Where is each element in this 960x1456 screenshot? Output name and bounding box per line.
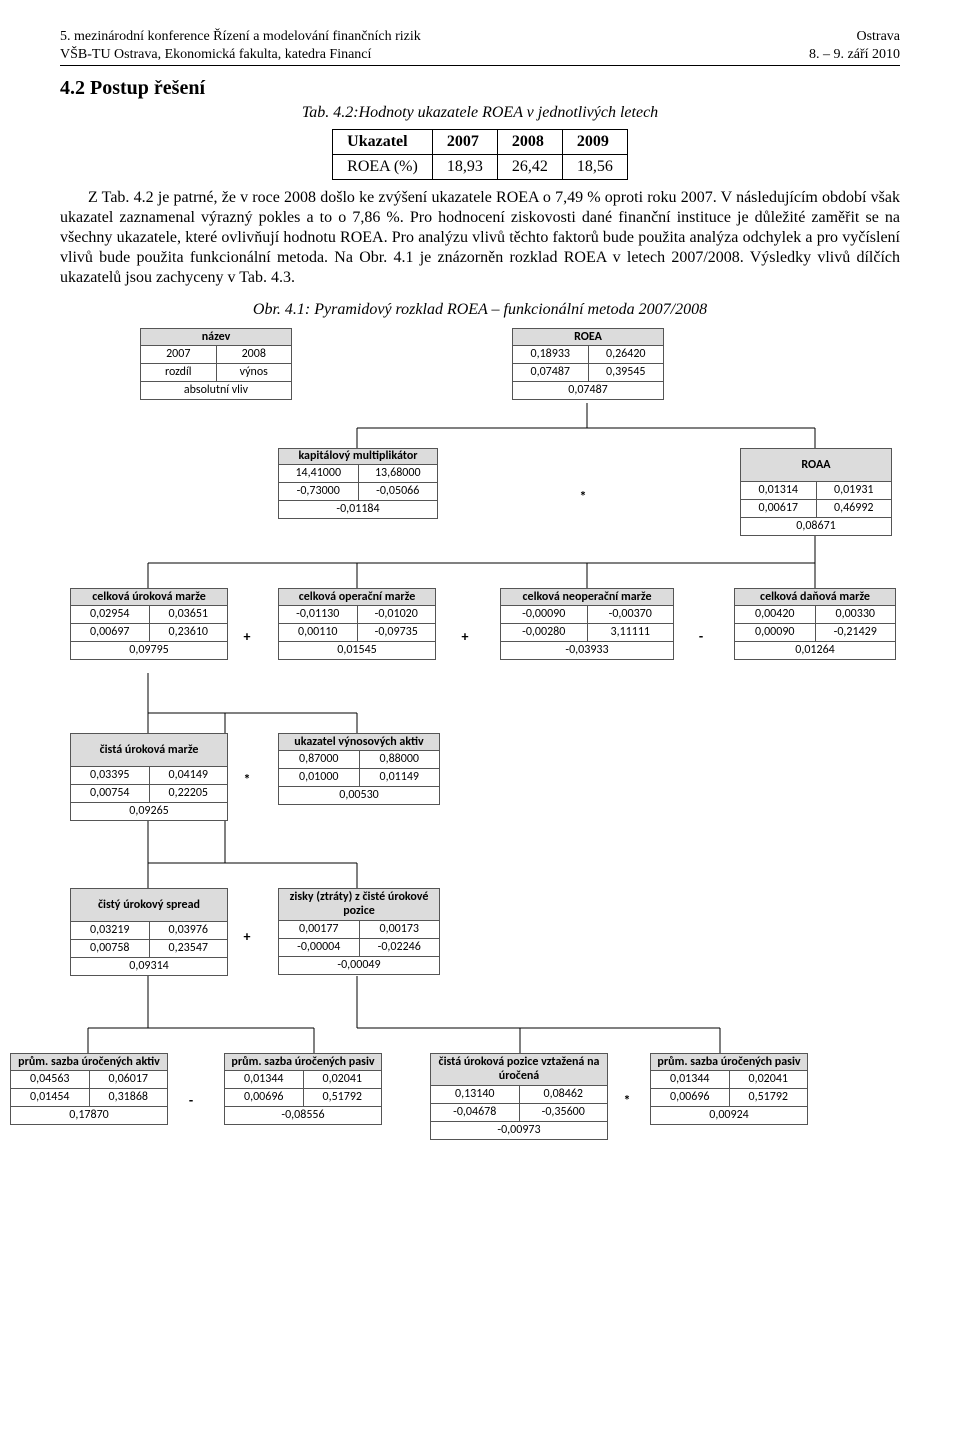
box-prum-sazba-pasiv-2: prům. sazba úročených pasiv 0,013440,020… bbox=[650, 1053, 808, 1125]
box-celkova-danova-marze: celková daňová marže 0,004200,00330 0,00… bbox=[734, 588, 896, 660]
box-celkova-neoperacni-marze: celková neoperační marže -0,00090-0,0037… bbox=[500, 588, 674, 660]
table-4-2-caption: Tab. 4.2:Hodnoty ukazatele ROEA v jednot… bbox=[60, 103, 900, 123]
box-celkova-operacni-marze: celková operační marže -0,01130-0,01020 … bbox=[278, 588, 436, 660]
cell: 18,93 bbox=[432, 155, 497, 180]
col-header: 2009 bbox=[562, 130, 627, 155]
table-row: ROEA (%) 18,93 26,42 18,56 bbox=[333, 155, 628, 180]
header-divider bbox=[60, 65, 900, 66]
box-prum-sazba-aktiv: prům. sazba úročených aktiv 0,045630,060… bbox=[10, 1053, 168, 1125]
header-right-2: 8. – 9. září 2010 bbox=[809, 46, 900, 64]
op-plus: + bbox=[458, 628, 472, 646]
box-title: celková daňová marže bbox=[735, 589, 895, 606]
op-minus: - bbox=[184, 1092, 198, 1110]
op-plus: + bbox=[240, 628, 254, 646]
paragraph-1: Z Tab. 4.2 je patrné, že v roce 2008 doš… bbox=[60, 188, 900, 288]
op-star: * bbox=[576, 488, 590, 506]
box-title: kapitálový multiplikátor bbox=[279, 449, 437, 465]
box-title: ROAA bbox=[741, 449, 891, 482]
box-celkova-urokova-marze: celková úroková marže 0,029540,03651 0,0… bbox=[70, 588, 228, 660]
legend-2008: 2008 bbox=[217, 346, 292, 363]
table-4-2: Ukazatel 2007 2008 2009 ROEA (%) 18,93 2… bbox=[332, 129, 628, 180]
legend-title: název bbox=[141, 329, 291, 346]
box-title: prům. sazba úročených aktiv bbox=[11, 1054, 167, 1071]
legend-abs: absolutní vliv bbox=[141, 381, 291, 399]
box-cisty-urokovy-spread: čistý úrokový spread 0,032190,03976 0,00… bbox=[70, 888, 228, 976]
legend-box: název 20072008 rozdílvýnos absolutní vli… bbox=[140, 328, 292, 400]
box-roea: ROEA 0,189330,26420 0,074870,39545 0,074… bbox=[512, 328, 664, 400]
header-left-1: 5. mezinárodní konference Řízení a model… bbox=[60, 28, 421, 46]
box-title: ukazatel výnosových aktiv bbox=[279, 734, 439, 751]
table-row: Ukazatel 2007 2008 2009 bbox=[333, 130, 628, 155]
legend-2007: 2007 bbox=[141, 346, 217, 363]
row-label: ROEA (%) bbox=[333, 155, 433, 180]
box-prum-sazba-pasiv-1: prům. sazba úročených pasiv 0,013440,020… bbox=[224, 1053, 382, 1125]
legend-vynos: výnos bbox=[217, 364, 292, 381]
box-kapitalovy-multiplikator: kapitálový multiplikátor 14,4100013,6800… bbox=[278, 448, 438, 519]
figure-4-1-caption: Obr. 4.1: Pyramidový rozklad ROEA – funk… bbox=[60, 300, 900, 320]
box-title: prům. sazba úročených pasiv bbox=[651, 1054, 807, 1071]
op-star: * bbox=[620, 1092, 634, 1110]
legend-rozdil: rozdíl bbox=[141, 364, 217, 381]
op-minus: - bbox=[694, 628, 708, 646]
section-heading: 4.2 Postup řešení bbox=[60, 76, 900, 101]
op-plus: + bbox=[240, 928, 254, 946]
box-cista-urokova-pozice: čistá úroková pozice vztažená na úročená… bbox=[430, 1053, 608, 1140]
box-title: celková neoperační marže bbox=[501, 589, 673, 606]
pyramid-diagram: název 20072008 rozdílvýnos absolutní vli… bbox=[60, 328, 900, 1228]
box-zisky-ztraty: zisky (ztráty) z čisté úrokové pozice 0,… bbox=[278, 888, 440, 975]
box-title: ROEA bbox=[513, 329, 663, 346]
header-left-2: VŠB-TU Ostrava, Ekonomická fakulta, kate… bbox=[60, 46, 371, 64]
header-right-1: Ostrava bbox=[856, 28, 900, 46]
op-star: * bbox=[240, 771, 254, 789]
box-title: čistá úroková pozice vztažená na úročená bbox=[431, 1054, 607, 1086]
cell: 26,42 bbox=[497, 155, 562, 180]
box-title: celková operační marže bbox=[279, 589, 435, 606]
box-title: čistá úroková marže bbox=[71, 734, 227, 767]
box-ukazatel-vynosovych-aktiv: ukazatel výnosových aktiv 0,870000,88000… bbox=[278, 733, 440, 805]
col-header: Ukazatel bbox=[333, 130, 433, 155]
col-header: 2008 bbox=[497, 130, 562, 155]
col-header: 2007 bbox=[432, 130, 497, 155]
box-cista-urokova-marze: čistá úroková marže 0,033950,04149 0,007… bbox=[70, 733, 228, 821]
cell: 18,56 bbox=[562, 155, 627, 180]
box-title: celková úroková marže bbox=[71, 589, 227, 606]
box-roaa: ROAA 0,013140,01931 0,006170,46992 0,086… bbox=[740, 448, 892, 536]
box-title: čistý úrokový spread bbox=[71, 889, 227, 922]
box-title: zisky (ztráty) z čisté úrokové pozice bbox=[279, 889, 439, 921]
box-title: prům. sazba úročených pasiv bbox=[225, 1054, 381, 1071]
